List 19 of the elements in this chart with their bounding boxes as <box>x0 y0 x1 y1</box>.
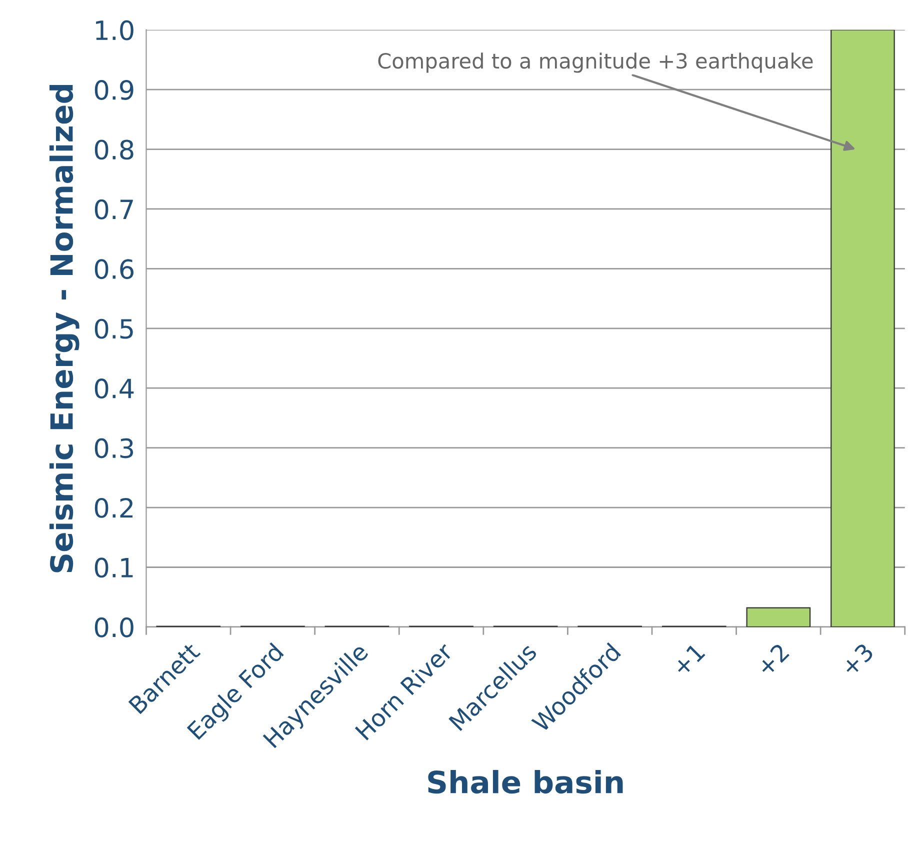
bar <box>746 607 811 627</box>
y-tick-label: 0.0 <box>94 617 134 638</box>
x-tick-label: +2 <box>756 642 790 676</box>
y-tick-label: 0.7 <box>94 199 133 220</box>
y-axis-title: Seismic Energy - Normalized <box>49 84 80 572</box>
x-tick-label: +1 <box>672 642 706 676</box>
y-tick-label: 0.6 <box>94 259 134 280</box>
y-tick-label: 0.9 <box>94 80 134 100</box>
y-tick-label: 1.0 <box>96 20 134 40</box>
bar <box>830 30 895 627</box>
x-tick-label: +3 <box>840 642 874 677</box>
y-tick-label: 0.8 <box>94 140 134 160</box>
y-tick-label: 0.3 <box>94 438 134 458</box>
y-tick-label: 0.1 <box>94 558 133 578</box>
y-tick-label: 0.5 <box>94 318 133 339</box>
annotation: Compared to a magnitude +3 earthquake <box>378 52 813 73</box>
y-tick-label: 0.2 <box>94 498 132 518</box>
y-tick-label: 0.4 <box>94 378 134 399</box>
x-axis-title: Shale basin <box>428 770 623 794</box>
